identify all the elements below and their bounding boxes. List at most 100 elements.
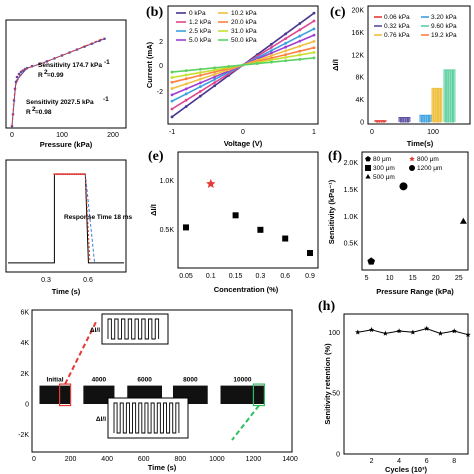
panel-h-point <box>396 328 402 334</box>
panel-e-xtick: 0.6 <box>280 273 290 280</box>
panel-f-xtick: 20 <box>432 275 440 282</box>
panel-g-cycle-label: Initial <box>47 377 64 384</box>
panel-d-xtick-1: 0.6 <box>83 277 93 284</box>
panel-b-point <box>312 19 316 23</box>
panel-a-xtick-2: 200 <box>107 132 119 139</box>
panel-c-ytick: 16K <box>352 30 365 37</box>
panel-b-point <box>199 81 202 85</box>
panel-g-frame <box>31 309 293 453</box>
panel-g-xlabel: Time (s) <box>148 463 177 472</box>
panel-b-legend-label: 5.0 kPa <box>189 37 211 44</box>
panel-a-annotation-4-sup: 2 <box>32 106 36 113</box>
panel-b-xtick-2: 1 <box>312 129 316 136</box>
panel-h-xtick: 8 <box>452 458 456 465</box>
panel-f-xtick: 5 <box>365 275 369 282</box>
panel-b-point <box>284 32 287 36</box>
panel-g-inset-label: ΔI/I <box>96 416 106 423</box>
panel-b-point <box>284 49 287 53</box>
panel-f-frame <box>361 151 469 271</box>
panel-f-point <box>367 257 376 265</box>
panel-f: (f) 80 μm 800 μm 300 μm 1200 μm 500 μm 0.5K 1… <box>327 149 469 296</box>
panel-a-annotation-2-sup: 2 <box>44 69 48 76</box>
panel-b-point <box>199 90 202 93</box>
panel-g-zoom-line-final <box>231 404 260 441</box>
panel-b-point <box>213 68 217 72</box>
panel-b-point <box>284 37 287 40</box>
panel-c-legend-label: 19.2 kPa <box>431 32 457 39</box>
panel-d-point <box>73 173 76 176</box>
panel-g-inset-signal <box>107 318 160 340</box>
panel-b-point <box>312 51 316 54</box>
panel-f-xlabel: Pressure Range (kPa) <box>376 287 454 296</box>
panel-d-point <box>68 173 71 176</box>
panel-b-point <box>298 39 302 43</box>
panel-d-point <box>79 173 82 176</box>
panel-f-legend-label: 500 μm <box>373 174 395 181</box>
panel-b-xtick-0: -1 <box>169 129 175 136</box>
panel-d-point <box>64 173 67 176</box>
panel-f-xtick: 10 <box>386 275 394 282</box>
panel-h-point <box>368 327 375 333</box>
panel-f-legend-label: 1200 μm <box>417 165 442 172</box>
panel-c-legend-label: 0.06 kPa <box>384 14 410 21</box>
panel-f-legend-label: 80 μm <box>373 156 391 163</box>
panel-b-point <box>184 105 188 108</box>
panel-g-xtick: 1000 <box>209 456 225 463</box>
panel-b-point <box>284 41 287 45</box>
panel-b-point <box>170 93 174 97</box>
panel-e-point <box>183 224 189 231</box>
panel-d-frame <box>5 159 127 273</box>
panel-e-ylabel: ΔI/I <box>149 204 158 216</box>
panel-b-ytick-1: 0 <box>159 63 163 70</box>
panel-c-xtick-0: 0 <box>370 129 374 136</box>
panel-g-cycle-block <box>83 385 115 404</box>
panel-b-point <box>298 49 302 53</box>
panel-h-letter: (h) <box>318 299 335 314</box>
panel-f-xtick: 25 <box>455 275 463 282</box>
panel-d-point <box>75 173 78 176</box>
panel-b-point <box>184 92 188 96</box>
panel-b-point <box>199 73 202 77</box>
panel-b-point <box>312 33 316 37</box>
panel-a-annotation-2-val: =0.99 <box>47 72 64 79</box>
panel-e-xtick: 0.3 <box>256 273 266 280</box>
panel-a-xtick-1: 100 <box>56 132 68 139</box>
panel-d-point <box>81 173 84 176</box>
panel-a-annotation-2-r: R <box>38 72 43 79</box>
panel-c-legend-label: 3.20 kPa <box>431 14 457 21</box>
panel-g-xtick: 600 <box>138 456 150 463</box>
panel-b-legend-label: 10.2 kPa <box>231 10 257 17</box>
panel-b-point <box>270 46 273 49</box>
panel-f-ytick: 1.0K <box>344 214 359 221</box>
panel-b-point <box>312 40 316 43</box>
panel-b-point <box>270 54 273 57</box>
panel-g-xtick: 800 <box>174 456 186 463</box>
panel-b-point <box>284 53 287 57</box>
panel-e-letter: (e) <box>148 149 164 164</box>
panel-f-letter: (f) <box>328 149 342 164</box>
panel-c-legend-label: 0.76 kPa <box>384 32 410 39</box>
panel-b-legend-label: 2.5 kPa <box>189 28 211 35</box>
panel-c-pulse-group <box>374 120 387 123</box>
panel-e-point <box>282 235 289 242</box>
panel-f-legend-marker <box>409 165 415 171</box>
panel-a-annotation-4-r: R <box>26 109 31 116</box>
panel-g-zoom-line-initial <box>64 321 97 385</box>
panel-h-point <box>451 328 457 334</box>
panel-d-point <box>62 173 65 176</box>
panel-h-xlabel: Cycles (10³) <box>385 465 428 474</box>
panel-h-xtick: 6 <box>425 458 429 465</box>
panel-b-point <box>241 63 245 67</box>
panel-b-point <box>170 76 174 79</box>
panel-h-ytick: 0 <box>336 452 340 459</box>
panel-b-point <box>227 65 231 68</box>
panel-e: (e) 0.5K 1.0K 0.05 0.1 0.15 0.3 0.6 0.9 Conce… <box>148 149 319 294</box>
panel-b-point <box>213 78 217 81</box>
panel-d-fall-line <box>84 174 91 263</box>
panel-d-point <box>57 173 60 176</box>
panel-f-ytick: 0.5K <box>344 241 359 248</box>
panel-d-point <box>71 173 74 176</box>
panel-c-ytick: 4K <box>355 97 364 104</box>
panel-b-legend-label: 31.0 kPa <box>231 28 257 35</box>
